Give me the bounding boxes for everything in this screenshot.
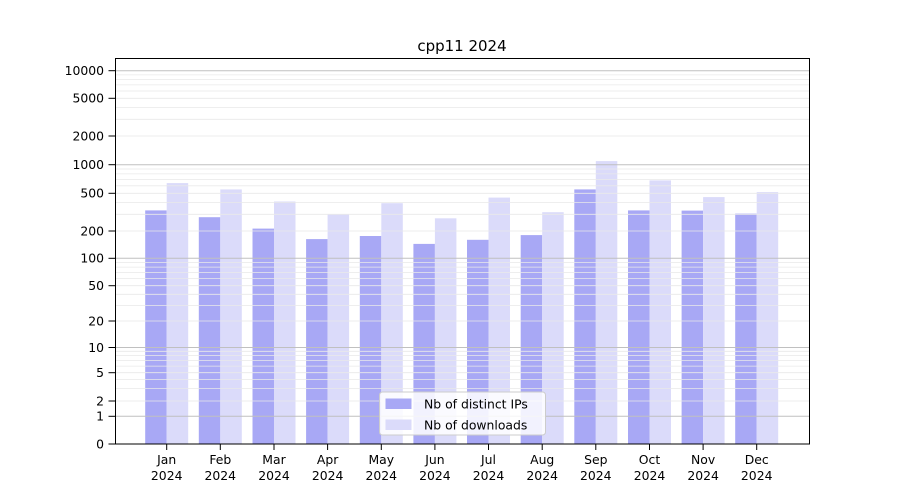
- legend-box: [379, 391, 546, 436]
- x-tick-year-mar: 2024: [258, 468, 290, 483]
- bar-nb-of-distinct-ips-oct: [628, 210, 650, 444]
- grid-group: [115, 70, 810, 417]
- bar-nb-of-distinct-ips-jan: [145, 210, 167, 444]
- y-tick-label-50: 50: [88, 278, 104, 293]
- bar-nb-of-downloads-sep: [595, 161, 618, 444]
- legend: Nb of distinct IPs Nb of downloads: [379, 391, 546, 436]
- x-tick-year-may: 2024: [366, 468, 398, 483]
- x-tick-year-feb: 2024: [205, 468, 237, 483]
- x-tick-label-sep: Sep: [584, 452, 607, 467]
- y-tick-label-20: 20: [88, 313, 104, 328]
- y-tick-label-0: 0: [96, 436, 104, 451]
- x-tick-label-jun: Jun: [424, 452, 444, 467]
- y-tick-label-5: 5: [96, 365, 104, 380]
- x-tick-year-jul: 2024: [473, 468, 505, 483]
- x-axis-ticks: Jan2024Feb2024Mar2024Apr2024May2024Jun20…: [151, 444, 773, 483]
- x-tick-label-jan: Jan: [156, 452, 176, 467]
- legend-label-nb-of-distinct-ips: Nb of distinct IPs: [424, 397, 528, 412]
- bar-nb-of-downloads-mar: [274, 201, 296, 444]
- bar-nb-of-distinct-ips-apr: [306, 239, 328, 444]
- bar-nb-of-downloads-dec: [756, 192, 779, 444]
- x-tick-label-dec: Dec: [745, 452, 769, 467]
- x-tick-year-sep: 2024: [580, 468, 612, 483]
- legend-swatch-nb-of-distinct-ips: [385, 398, 412, 409]
- y-tick-label-1: 1: [96, 409, 104, 424]
- plot-frame: [115, 58, 810, 445]
- y-tick-label-5000: 5000: [72, 91, 104, 106]
- bar-nb-of-downloads-feb: [220, 189, 242, 444]
- x-tick-label-jul: Jul: [480, 452, 496, 467]
- x-tick-label-nov: Nov: [691, 452, 715, 467]
- bar-nb-of-downloads-aug: [542, 212, 564, 444]
- y-tick-label-500: 500: [80, 186, 104, 201]
- y-tick-label-100: 100: [80, 251, 104, 266]
- y-tick-label-2: 2: [96, 393, 104, 408]
- y-tick-label-2000: 2000: [72, 128, 104, 143]
- x-tick-label-apr: Apr: [317, 452, 339, 467]
- bar-nb-of-downloads-oct: [649, 180, 671, 444]
- x-tick-year-nov: 2024: [687, 468, 719, 483]
- bar-nb-of-distinct-ips-dec: [735, 213, 757, 444]
- x-tick-label-oct: Oct: [639, 452, 661, 467]
- x-tick-label-may: May: [368, 452, 394, 467]
- y-tick-label-1000: 1000: [72, 157, 104, 172]
- x-tick-label-aug: Aug: [530, 452, 554, 467]
- y-axis-ticks: 0 12 5 10 20 50 100 200 500 1000 2000 5000 10000: [65, 63, 115, 451]
- legend-swatch-nb-of-downloads: [385, 419, 412, 430]
- bar-nb-of-distinct-ips-sep: [574, 189, 596, 444]
- bar-nb-of-distinct-ips-mar: [252, 228, 274, 444]
- x-tick-year-apr: 2024: [312, 468, 344, 483]
- y-tick-label-10: 10: [88, 340, 104, 355]
- x-tick-label-mar: Mar: [262, 452, 286, 467]
- bar-nb-of-downloads-jun: [434, 218, 457, 444]
- bar-nb-of-downloads-may: [381, 203, 403, 444]
- bar-nb-of-distinct-ips-nov: [681, 210, 704, 444]
- x-tick-year-dec: 2024: [741, 468, 773, 483]
- x-tick-year-jan: 2024: [151, 468, 183, 483]
- legend-label-nb-of-downloads: Nb of downloads: [424, 418, 527, 433]
- bar-nb-of-distinct-ips-feb: [198, 217, 221, 444]
- bar-nb-of-distinct-ips-may: [359, 236, 382, 444]
- x-tick-year-jun: 2024: [419, 468, 451, 483]
- y-tick-label-200: 200: [80, 223, 104, 238]
- bar-nb-of-downloads-jan: [166, 183, 189, 444]
- bar-nb-of-downloads-nov: [703, 197, 725, 444]
- x-tick-year-aug: 2024: [526, 468, 558, 483]
- y-tick-label-10000: 10000: [65, 63, 105, 78]
- chart-title: cpp11 2024: [417, 37, 506, 55]
- x-tick-year-oct: 2024: [634, 468, 666, 483]
- x-tick-label-feb: Feb: [209, 452, 231, 467]
- bar-nb-of-downloads-apr: [327, 214, 350, 444]
